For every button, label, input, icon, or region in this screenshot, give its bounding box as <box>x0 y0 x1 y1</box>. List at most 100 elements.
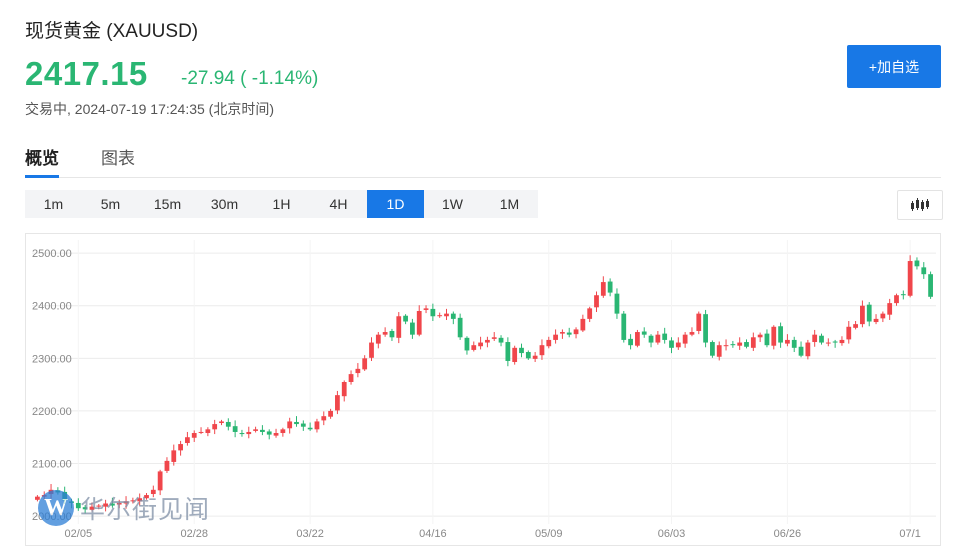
candle-body <box>587 308 593 319</box>
candle-body <box>287 421 293 429</box>
candlestick-chart[interactable]: 2000.002100.002200.002300.002400.002500.… <box>26 234 940 545</box>
candle-body <box>853 324 858 328</box>
candle-body <box>560 332 565 334</box>
period-1mo-button[interactable]: 1M <box>499 196 520 212</box>
period-30m-button[interactable]: 30m <box>210 196 239 212</box>
candle-body <box>478 342 483 347</box>
tab-chart[interactable]: 图表 <box>101 149 135 168</box>
candle-body <box>505 342 511 361</box>
candle-body <box>689 332 695 335</box>
candle-body <box>757 334 763 338</box>
candle-body <box>730 344 736 346</box>
candle-body <box>457 317 463 338</box>
y-tick-label: 2300.00 <box>32 353 72 365</box>
candle-body <box>553 334 558 340</box>
candle-body <box>716 345 722 357</box>
period-1h-button[interactable]: 1H <box>272 196 291 212</box>
period-1d-button[interactable]: 1D <box>367 190 424 218</box>
candle-body <box>178 444 183 451</box>
current-price: 2417.15 <box>25 55 148 92</box>
tab-overview[interactable]: 概览 <box>25 144 59 178</box>
period-1m-button[interactable]: 1m <box>43 196 64 212</box>
period-4h-button[interactable]: 4H <box>329 196 348 212</box>
candle-body <box>75 502 81 509</box>
candle-body <box>860 305 865 325</box>
candle-body <box>375 334 381 344</box>
candle-body <box>362 358 368 370</box>
candle-body <box>423 308 429 310</box>
candle-body <box>887 303 893 315</box>
candle-body <box>873 318 879 323</box>
trading-status: 交易中, 2024-07-19 17:24:35 (北京时间) <box>25 101 274 117</box>
candle-body <box>907 261 913 296</box>
candle-body <box>764 333 770 346</box>
candle-body <box>280 429 286 434</box>
candle-body <box>696 313 702 331</box>
candle-body <box>519 347 524 354</box>
candle-body <box>798 346 804 356</box>
tab-bar: 概览 图表 <box>25 144 941 178</box>
candle-body <box>341 382 347 397</box>
candle-body <box>416 311 422 335</box>
candle-body <box>116 502 122 505</box>
candle-body <box>723 345 729 347</box>
candle-body <box>103 503 108 507</box>
candle-body <box>832 341 838 343</box>
candle-body <box>662 333 668 340</box>
add-to-watchlist-button[interactable]: +加自选 <box>847 45 941 88</box>
candle-body <box>89 506 95 510</box>
candle-body <box>450 313 456 319</box>
candle-body <box>805 342 811 357</box>
candle-body <box>914 260 920 267</box>
y-tick-label: 2200.00 <box>32 406 72 418</box>
candle-body <box>35 496 40 500</box>
candle-body <box>778 326 783 343</box>
candle-body <box>928 274 933 297</box>
candlestick-icon <box>911 198 929 211</box>
candle-body <box>580 318 586 331</box>
candle-body <box>321 416 327 421</box>
candle-body <box>246 431 252 435</box>
candle-body <box>866 304 872 322</box>
candle-body <box>273 433 279 436</box>
candle-body <box>369 342 374 358</box>
price-change: -27.94 ( -1.14%) <box>181 68 319 89</box>
candle-body <box>641 331 647 335</box>
x-tick-label: 02/05 <box>65 528 93 540</box>
candle-body <box>682 334 688 344</box>
candle-body <box>675 342 681 348</box>
x-tick-label: 03/22 <box>296 528 324 540</box>
period-5m-button[interactable]: 5m <box>100 196 121 212</box>
chart-type-button[interactable] <box>897 190 943 220</box>
candle-body <box>737 342 743 346</box>
candle-body <box>123 501 129 504</box>
candle-body <box>212 424 218 430</box>
candle-body <box>825 342 831 344</box>
candle-body <box>839 339 845 344</box>
candle-body <box>819 335 824 343</box>
candle-body <box>164 460 170 471</box>
candle-body <box>82 507 88 510</box>
candle-body <box>205 429 211 434</box>
candle-body <box>750 337 756 348</box>
candle-body <box>410 322 415 335</box>
candle-body <box>260 429 265 432</box>
candle-body <box>185 437 190 444</box>
candle-body <box>785 339 790 344</box>
page-title: 现货黄金 (XAUUSD) <box>25 21 199 42</box>
price-chart[interactable]: 2000.002100.002200.002300.002400.002500.… <box>25 233 941 546</box>
candle-body <box>594 295 599 308</box>
x-tick-label: 06/03 <box>658 528 686 540</box>
candle-body <box>171 450 177 462</box>
candle-body <box>485 339 490 343</box>
candle-body <box>137 498 143 502</box>
candle-body <box>894 295 899 304</box>
candle-body <box>232 426 238 432</box>
period-selector: 1m 5m 15m 30m 1H 4H 1D 1W 1M <box>25 190 538 218</box>
candle-body <box>566 332 572 335</box>
period-1w-button[interactable]: 1W <box>442 196 463 212</box>
candle-body <box>300 423 306 427</box>
candle-body <box>498 337 504 343</box>
period-15m-button[interactable]: 15m <box>153 196 182 212</box>
candle-body <box>573 329 579 335</box>
